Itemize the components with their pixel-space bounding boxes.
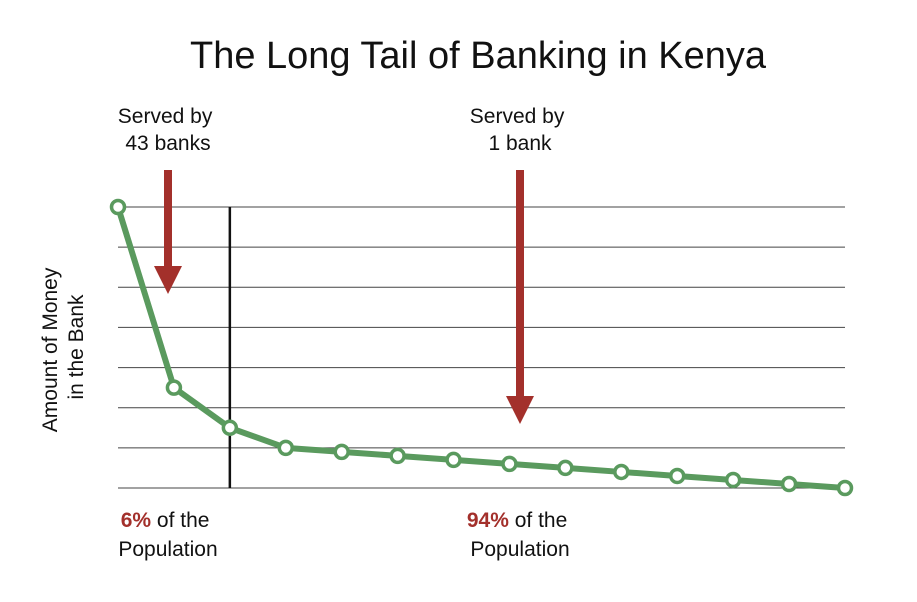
annotation-94-percent-population: 94% of the Population [467, 509, 573, 561]
y-axis-label-line-1: Amount of Money [39, 267, 62, 432]
data-point [389, 447, 406, 465]
arrow-right-shaft [516, 170, 524, 398]
arrow-left [154, 170, 182, 294]
data-point [445, 451, 462, 469]
data-point [109, 198, 127, 216]
percent-6-rest: of the [151, 509, 209, 532]
annotation-left-population: Population [118, 538, 217, 561]
annotation-6-percent-population: 6% of the Population [118, 509, 217, 561]
annotation-right-population: Population [470, 538, 569, 561]
data-point [557, 459, 574, 477]
arrow-right [506, 170, 534, 424]
percent-94: 94% [467, 509, 509, 532]
data-point [724, 471, 742, 489]
series-line [109, 198, 854, 497]
arrow-left-head [154, 266, 182, 294]
data-point [165, 379, 183, 396]
y-axis-label-line-2: in the Bank [65, 294, 88, 400]
data-point [613, 463, 630, 481]
annotation-left-line-1: Served by [118, 105, 213, 128]
percent-6: 6% [121, 509, 152, 532]
y-axis-label: Amount of Money in the Bank [39, 262, 88, 432]
series-polyline [115, 204, 848, 491]
annotation-served-by-43-banks: Served by 43 banks [118, 105, 218, 155]
arrow-left-shaft [164, 170, 172, 268]
percent-94-rest: of the [509, 509, 567, 532]
chart-title: The Long Tail of Banking in Kenya [190, 35, 767, 77]
data-point [277, 439, 295, 457]
annotation-right-line-1: Served by [470, 105, 565, 128]
data-point [668, 467, 686, 485]
data-point [221, 419, 239, 437]
annotation-left-line-2: 43 banks [125, 132, 210, 155]
data-point [501, 455, 518, 473]
data-point [836, 479, 854, 497]
annotation-served-by-1-bank: Served by 1 bank [470, 105, 570, 155]
arrow-right-head [506, 396, 534, 424]
data-point [780, 475, 798, 493]
annotation-right-line-2: 1 bank [488, 132, 552, 155]
gridlines [118, 206, 845, 489]
data-point [333, 443, 350, 461]
